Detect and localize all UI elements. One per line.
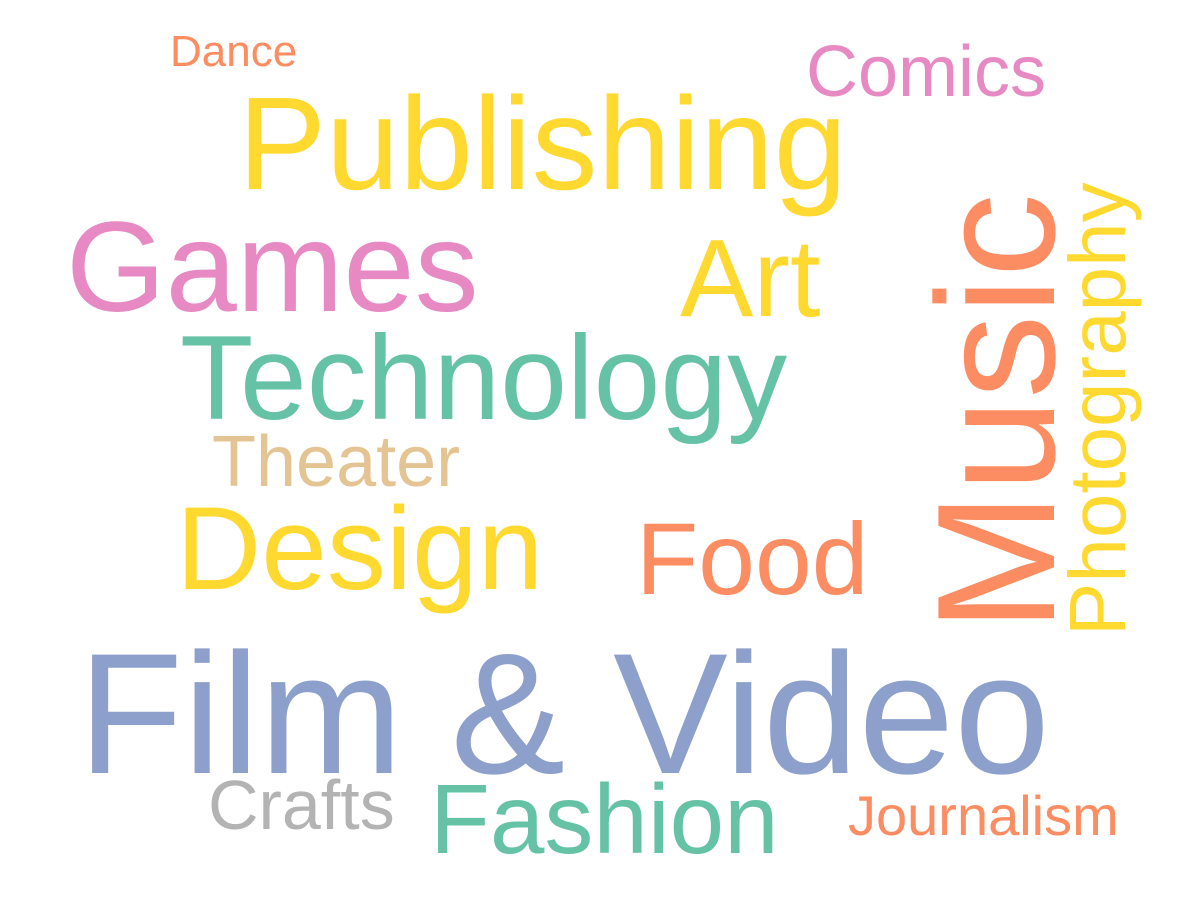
word-fashion: Fashion (430, 764, 779, 874)
word-journalism: Journalism (848, 784, 1119, 847)
word-technology: Technology (180, 311, 788, 445)
word-theater: Theater (212, 422, 461, 502)
word-games: Games (66, 196, 479, 339)
word-dance: Dance (170, 27, 298, 76)
word-photography: Photography (1053, 182, 1142, 636)
word-food: Food (636, 502, 869, 616)
word-comics: Comics (806, 32, 1047, 112)
word-crafts: Crafts (208, 766, 395, 844)
word-art: Art (680, 217, 821, 340)
word-publishing: Publishing (238, 70, 848, 217)
word-design: Design (176, 483, 544, 615)
word-film-video: Film & Video (78, 618, 1050, 810)
